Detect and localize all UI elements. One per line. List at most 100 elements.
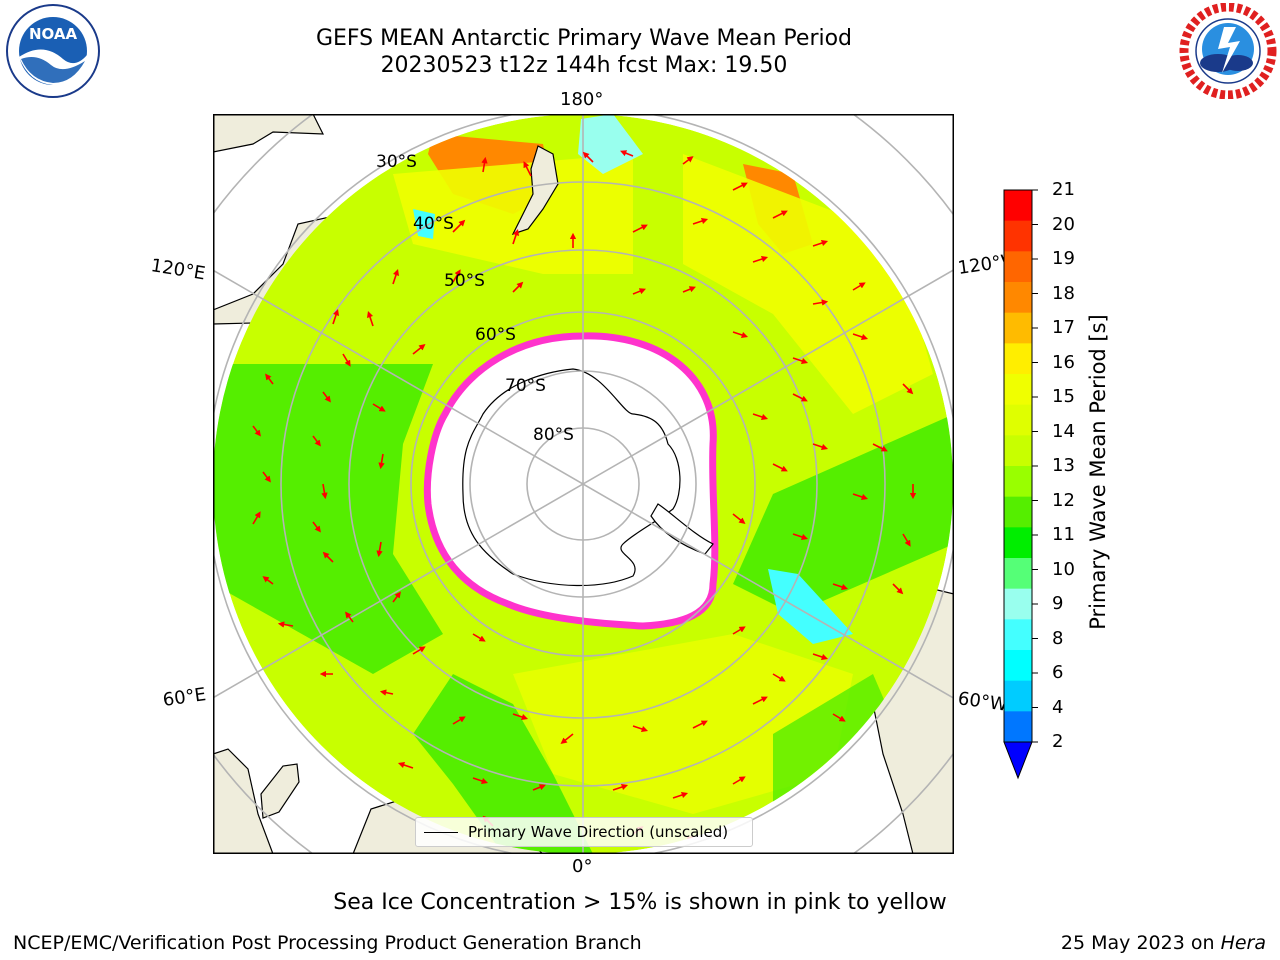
colorbar-segments [1004,190,1032,743]
wave-arrow [672,791,689,799]
wave-arrow [322,551,334,563]
colorbar-tick-label: 15 [1052,386,1075,407]
wave-arrow [378,453,385,470]
wave-arrow [252,425,261,437]
wave-arrow [792,393,808,402]
swell-patch-cyan-north [578,114,643,174]
wave-arrow [632,725,649,733]
wave-arrow [752,413,769,421]
wave-arrow [772,463,788,472]
map-legend: Primary Wave Direction (unscaled) [415,817,753,847]
colorbar-tick-label: 8 [1052,627,1064,649]
wave-arrow [366,310,374,327]
swell-band-yellow-3 [513,634,853,814]
wave-arrow [372,403,386,412]
wave-arrow [752,696,768,705]
colorbar-under-triangle [1003,741,1033,780]
colorbar [1003,189,1038,780]
lat-label-40s: 40°S [413,214,454,234]
colorbar-tick-label: 9 [1052,593,1064,614]
wave-arrow [772,673,786,682]
wave-arrow [312,521,321,533]
colorbar-segment [1004,282,1032,314]
wave-arrow [252,511,261,525]
wave-arrow [392,591,401,603]
wave-arrow [682,156,694,165]
lat-label-70s: 70°S [505,376,546,396]
colorbar-segment [1004,650,1032,682]
swell-band-green-south [413,674,593,854]
wave-arrow [812,239,829,247]
nws-logo [1179,3,1277,99]
wave-arrow [892,583,904,595]
colorbar-segment [1004,374,1032,406]
wave-arrow [832,583,849,591]
wave-arrow [792,357,809,365]
colorbar-segment [1004,312,1032,344]
wave-arrow [376,541,383,558]
colorbar-segment [1004,190,1032,222]
wave-arrow [452,269,461,283]
lat-label-80s: 80°S [533,425,574,445]
wave-arrow [472,777,489,785]
wave-arrow [512,228,520,245]
colorbar-tick-label: 13 [1052,455,1075,476]
wave-arrow [452,219,466,233]
legend-label: Primary Wave Direction (unscaled) [468,823,729,841]
map-canvas [213,114,954,854]
noaa-logo: NOAA [6,4,100,98]
wave-arrow [902,533,911,547]
wave-arrow [397,761,414,769]
wave-arrow [732,513,746,524]
wave-arrow [682,286,696,293]
noaa-text: NOAA [29,25,78,43]
colorbar-segment [1004,711,1032,743]
madagascar-island [260,763,300,819]
wave-arrow [812,443,829,451]
wave-arrow [342,353,351,367]
wave-arrow [332,308,340,325]
colorbar-segment [1004,343,1032,375]
wave-arrow [852,493,869,501]
lon-label-180: 180° [560,89,604,110]
footer-producer: NCEP/EMC/Verification Post Processing Pr… [13,932,642,954]
wave-direction-arrows [252,150,917,845]
wave-arrow [732,626,746,635]
wave-arrow [321,483,328,500]
polar-map [213,114,954,854]
meridian-120e-60w [213,269,954,700]
footer-host: Hera [1220,932,1266,954]
wave-arrow [632,288,646,295]
wave-arrow [620,150,634,157]
australia-landmass [213,114,324,153]
wave-arrow [512,713,529,721]
wave-arrow [379,689,394,696]
colorbar-tick-label: 18 [1052,282,1075,304]
colorbar-segment [1004,527,1032,559]
colorbar-tick-label: 11 [1052,524,1075,545]
wave-arrow [472,633,486,642]
colorbar-tick-label: 2 [1052,731,1064,752]
colorbar-tick-label: 14 [1052,420,1075,442]
footer-date-text: 25 May 2023 on [1060,932,1221,954]
colorbar-tick-label: 20 [1052,213,1075,235]
colorbar-segment [1004,588,1032,620]
colorbar-tick-label: 6 [1052,662,1064,683]
colorbar-tick-label: 4 [1052,696,1064,718]
wave-arrow [412,646,426,655]
lon-label-120e: 120°E [149,255,207,285]
wave-arrow [312,435,321,447]
wave-arrow [392,268,400,285]
lat-label-60s: 60°S [475,325,516,345]
new-zealand-landmass [511,145,559,236]
wave-arrow [902,383,914,395]
lat-label-50s: 50°S [444,271,485,291]
swell-band-green-east [733,414,953,614]
wave-arrow [792,533,809,541]
wave-arrow [412,344,426,355]
wave-arrow [560,733,574,744]
lat-label-30s: 30°S [376,152,417,172]
wave-arrow [852,282,866,291]
colorbar-segment [1004,435,1032,467]
colorbar-segment [1004,558,1032,590]
